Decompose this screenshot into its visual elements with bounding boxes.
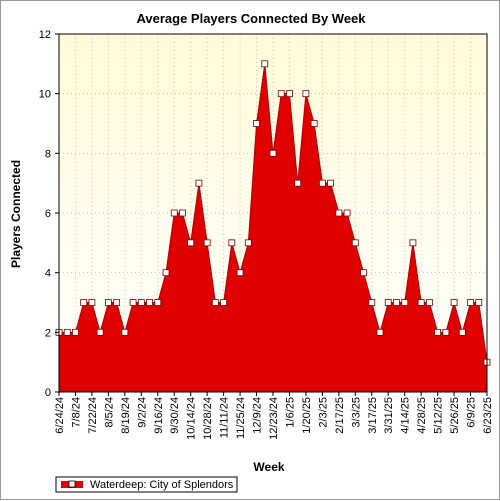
- data-point: [343, 209, 351, 217]
- legend: Waterdeep: City of Splendors: [55, 476, 238, 493]
- data-point: [310, 120, 318, 127]
- data-point: [327, 179, 335, 187]
- x-tick-label: 1/20/25: [301, 397, 313, 434]
- data-point: [302, 90, 310, 98]
- x-tick-label: 2/17/25: [334, 397, 346, 434]
- x-tick-label: 4/28/25: [416, 397, 428, 434]
- data-point: [467, 299, 474, 306]
- x-tick-label: 1/6/25: [284, 397, 296, 428]
- y-tick-label: 0: [45, 387, 51, 399]
- data-point: [187, 239, 195, 247]
- data-point: [63, 328, 71, 336]
- data-point: [351, 239, 359, 247]
- x-tick-label: 6/24/24: [54, 397, 66, 434]
- data-point: [80, 299, 88, 306]
- data-point: [425, 299, 433, 306]
- data-point: [220, 299, 228, 306]
- data-point: [236, 269, 244, 277]
- x-tick-label: 11/11/24: [219, 397, 231, 438]
- data-point: [195, 179, 203, 187]
- data-point: [318, 179, 326, 187]
- data-point: [368, 299, 376, 306]
- data-point: [417, 299, 425, 306]
- data-point: [294, 179, 302, 187]
- x-tick-label: 9/16/24: [153, 397, 165, 434]
- data-point: [211, 299, 219, 306]
- data-point: [384, 299, 392, 306]
- x-tick-label: 6/23/25: [482, 397, 494, 434]
- data-point: [154, 299, 162, 306]
- data-point: [96, 328, 104, 336]
- data-point: [113, 299, 121, 306]
- data-point: [458, 328, 466, 336]
- data-point: [179, 209, 186, 217]
- data-point: [104, 299, 112, 306]
- x-tick-label: 4/14/25: [400, 397, 412, 434]
- x-tick-label: 7/22/24: [87, 397, 99, 434]
- data-point: [137, 299, 145, 306]
- legend-marker-icon: [68, 480, 76, 488]
- x-tick-label: 3/3/25: [350, 397, 362, 428]
- data-point: [442, 328, 450, 336]
- data-point: [88, 299, 96, 306]
- data-point: [450, 299, 458, 306]
- x-tick-label: 12/23/24: [268, 397, 280, 440]
- data-point: [72, 328, 79, 336]
- series-area-fill: [59, 63, 487, 392]
- x-tick-label: 9/2/24: [136, 397, 148, 428]
- data-point: [228, 239, 236, 247]
- data-point: [401, 299, 409, 306]
- x-tick-label: 10/14/24: [186, 397, 198, 440]
- y-tick-label: 6: [45, 208, 51, 220]
- y-tick-label: 12: [39, 29, 51, 41]
- data-point: [409, 239, 417, 247]
- legend-label: Waterdeep: City of Splendors: [90, 479, 234, 491]
- data-point: [253, 120, 260, 127]
- x-tick-label: 8/19/24: [120, 397, 132, 434]
- x-tick-label: 7/8/24: [70, 397, 82, 428]
- x-tick-label: 10/28/24: [202, 397, 214, 440]
- data-point: [203, 239, 211, 247]
- y-axis-title: Players Connected: [9, 160, 23, 268]
- data-point: [376, 328, 384, 336]
- y-tick-label: 4: [45, 268, 51, 280]
- data-point: [244, 239, 252, 247]
- data-point: [475, 299, 483, 306]
- x-tick-label: 9/30/24: [169, 397, 181, 434]
- x-tick-label: 2/3/25: [317, 397, 329, 428]
- data-point: [360, 269, 367, 277]
- x-tick-label: 12/9/24: [252, 397, 264, 434]
- x-tick-label: 3/17/25: [367, 397, 379, 434]
- data-point: [129, 299, 137, 306]
- data-point: [170, 209, 178, 217]
- data-point: [277, 90, 285, 98]
- data-point: [162, 269, 170, 277]
- x-tick-label: 3/31/25: [383, 397, 395, 434]
- data-point: [286, 90, 293, 98]
- x-tick-label: 5/12/25: [433, 397, 445, 434]
- x-tick-label: 11/25/24: [235, 397, 247, 439]
- axes: 0 2 4 6 8 10 12 6/24/24 7/8/24 7/22/24 8/5/24 8/19/…: [39, 29, 494, 440]
- data-point: [393, 299, 400, 306]
- legend-box: [55, 476, 238, 493]
- data-point: [335, 209, 343, 217]
- x-tick-label: 5/26/25: [449, 397, 461, 434]
- x-tick-label: 6/9/25: [466, 397, 478, 428]
- x-axis-title: Week: [253, 460, 284, 474]
- data-point: [121, 328, 129, 336]
- x-tick-label: 8/5/24: [103, 397, 115, 428]
- series-markers: [55, 60, 491, 366]
- y-tick-label: 2: [45, 327, 51, 339]
- data-point: [146, 299, 153, 306]
- y-tick-label: 10: [39, 89, 51, 101]
- data-point: [269, 149, 277, 157]
- data-point: [434, 328, 442, 336]
- y-tick-label: 8: [45, 148, 51, 160]
- chart-title: Average Players Connected By Week: [136, 11, 366, 26]
- data-point: [261, 60, 269, 68]
